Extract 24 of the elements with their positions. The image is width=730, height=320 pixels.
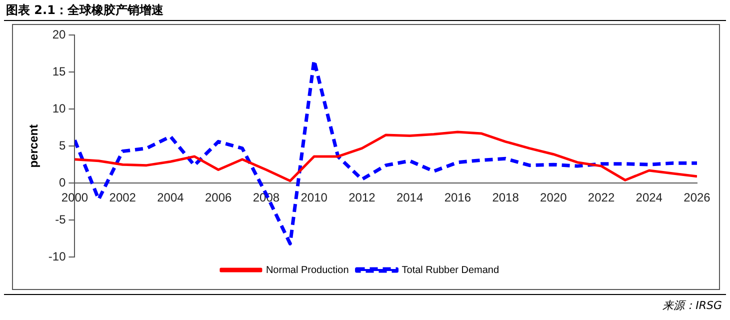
x-tick-label: 2016 [444, 190, 472, 205]
source-note: 来源：IRSG [662, 298, 722, 313]
y-tick-label: -10 [48, 249, 66, 264]
x-tick-label: 2004 [157, 190, 184, 205]
y-tick-label: 20 [52, 28, 66, 42]
x-tick-label: 2022 [588, 190, 615, 205]
x-tick-label: 2020 [540, 190, 568, 205]
y-tick-label: -5 [55, 212, 66, 226]
y-axis-title: percent [26, 124, 41, 168]
legend-label: Total Rubber Demand [402, 264, 500, 276]
x-tick-label: 2006 [204, 190, 232, 205]
x-tick-label: 2014 [396, 190, 424, 205]
x-tick-label: 2026 [684, 190, 711, 205]
y-tick-label: 10 [52, 101, 66, 116]
x-tick-label: 2018 [492, 190, 520, 205]
x-tick-label: 2012 [348, 190, 376, 205]
legend-label: Normal Production [266, 264, 349, 276]
chart-title: 图表 2.1：全球橡胶产销增速 [6, 2, 164, 19]
x-tick-label: 2024 [636, 190, 663, 205]
x-tick-label: 2010 [300, 190, 328, 205]
y-tick-label: 0 [59, 175, 66, 190]
y-tick-label: 15 [52, 64, 66, 78]
x-tick-label: 2002 [109, 190, 136, 205]
y-tick-label: 5 [59, 138, 66, 152]
